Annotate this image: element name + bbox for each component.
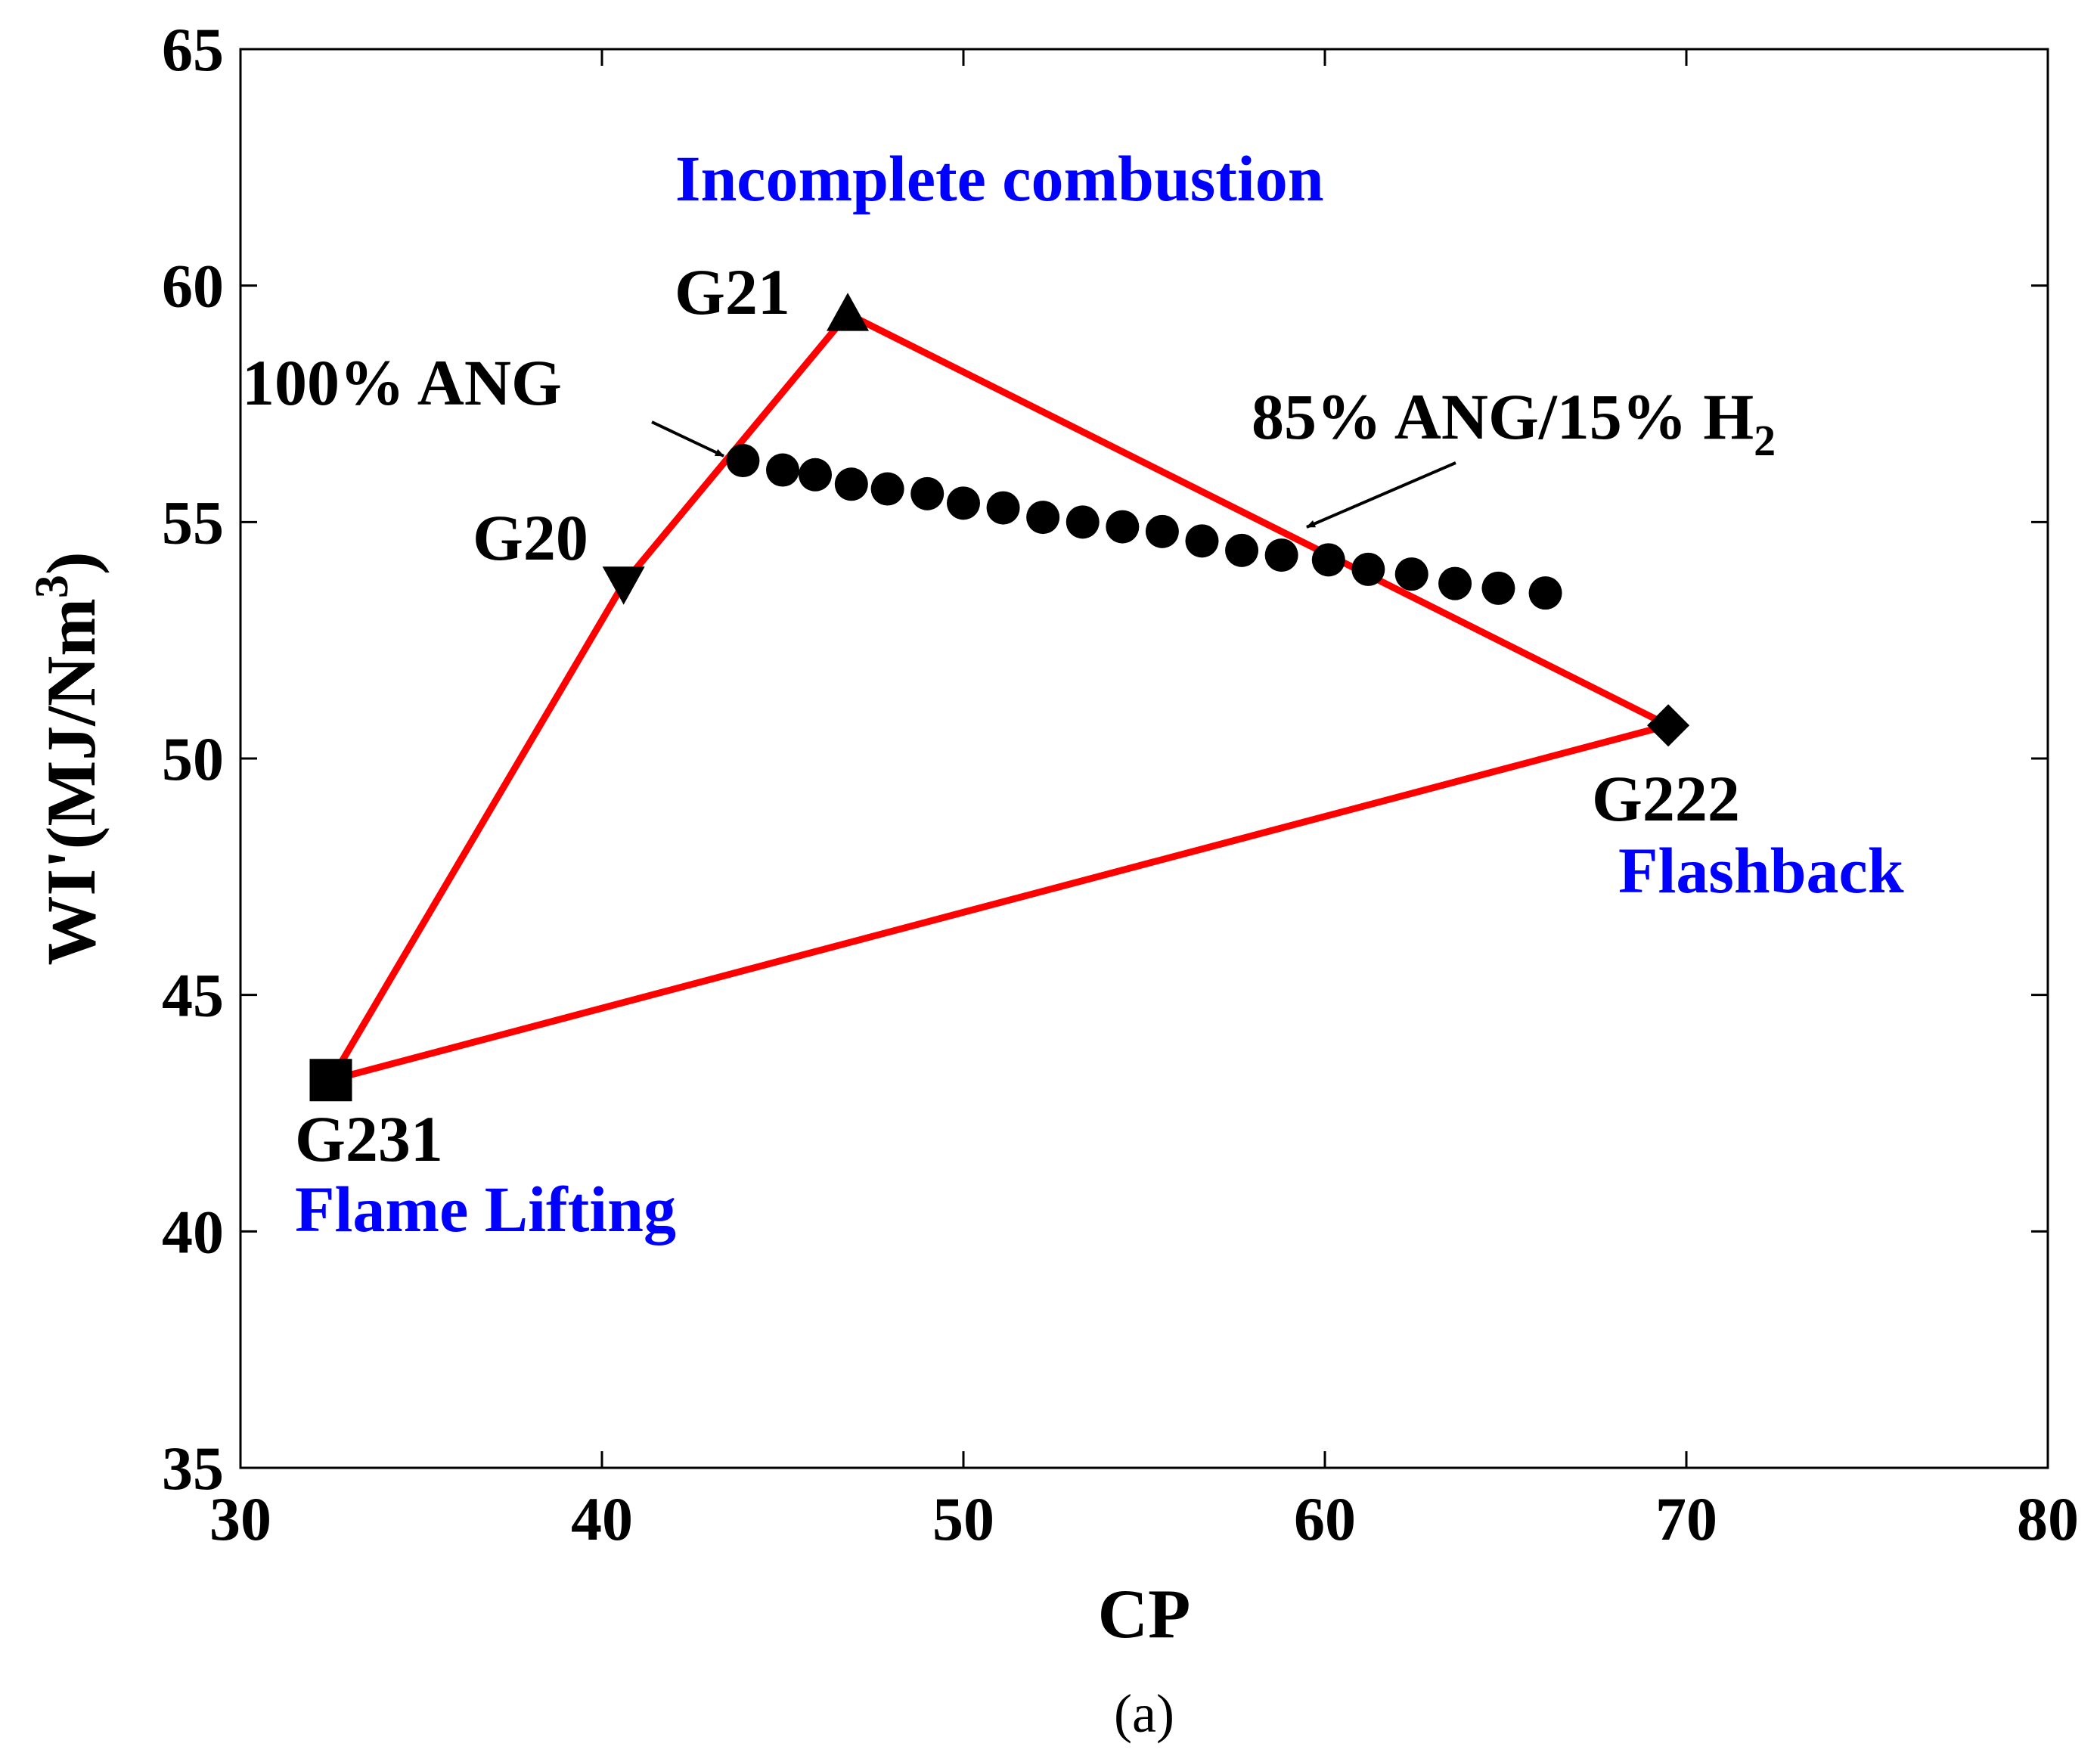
annotation-85-ang-text: 85% ANG/15% H [1252, 380, 1754, 453]
marker-g20 [603, 566, 645, 604]
y-tick-label: 55 [162, 488, 224, 557]
data-point [1225, 534, 1258, 567]
data-point [1312, 543, 1345, 576]
y-tick-label: 60 [162, 252, 224, 321]
data-point [726, 444, 759, 477]
y-axis: 35 40 45 50 55 60 65 [162, 15, 2048, 1503]
data-point [1438, 567, 1472, 600]
data-point [1529, 576, 1562, 610]
x-tick-label: 60 [1294, 1484, 1356, 1553]
plot-area [240, 49, 2048, 1468]
marker-g231 [310, 1059, 352, 1101]
data-point [871, 473, 904, 506]
y-axis-title-sup: 3 [26, 575, 78, 598]
y-axis-title-close: ) [33, 551, 110, 575]
blend-series [726, 444, 1562, 610]
label-g231: G231 [295, 1103, 443, 1175]
x-tick-label: 80 [2017, 1484, 2079, 1553]
y-tick-label: 50 [162, 724, 224, 793]
y-tick-label: 40 [162, 1197, 224, 1266]
data-point [910, 477, 944, 510]
data-point [1351, 553, 1385, 586]
annotation-85-ang-sub: 2 [1754, 416, 1776, 465]
annotation-100-ang: 100% ANG [242, 346, 562, 419]
x-tick-label: 50 [932, 1484, 994, 1553]
wobbe-index-chart: 30 40 50 60 70 80 35404550556065 G21 G20 G222… [0, 0, 2100, 1762]
data-point [1146, 515, 1179, 548]
data-point [1395, 557, 1428, 591]
region-flame-lifting: Flame Lifting [295, 1173, 676, 1245]
arrow-100-ang [652, 422, 724, 456]
label-g222: G222 [1592, 762, 1740, 835]
data-point [1185, 524, 1218, 557]
data-point [1026, 501, 1059, 534]
data-point [1481, 572, 1515, 605]
annotation-85-ang-15-h2: 85% ANG/15% H2 [1252, 380, 1776, 465]
y-axis-title-main: WI'(MJ/Nm [33, 598, 110, 965]
label-g20: G20 [473, 501, 588, 574]
x-tick-label: 70 [1655, 1484, 1717, 1553]
region-flashback: Flashback [1618, 834, 1904, 907]
marker-g21 [827, 293, 869, 330]
label-g21: G21 [675, 256, 790, 328]
data-point [1265, 538, 1298, 572]
marker-g222 [1647, 704, 1689, 746]
data-point [947, 486, 980, 520]
x-tick-label: 40 [571, 1484, 633, 1553]
x-axis: 30 40 50 60 70 80 [209, 49, 2079, 1553]
y-tick-label: 45 [162, 961, 224, 1030]
y-tick-label: 65 [162, 15, 224, 84]
data-point [766, 454, 799, 487]
data-point [987, 492, 1020, 525]
y-tick-label: 35 [162, 1434, 224, 1503]
y-axis-title: WI'(MJ/Nm3) [26, 551, 110, 965]
data-point [799, 458, 832, 492]
data-point [835, 467, 868, 501]
data-point [1066, 505, 1100, 538]
data-point [1106, 510, 1139, 544]
region-incomplete-combustion: Incomplete combustion [675, 142, 1324, 215]
x-axis-title: CP [1098, 1575, 1191, 1652]
figure-caption: (a) [1114, 1683, 1174, 1744]
arrow-85-ang [1307, 463, 1456, 527]
